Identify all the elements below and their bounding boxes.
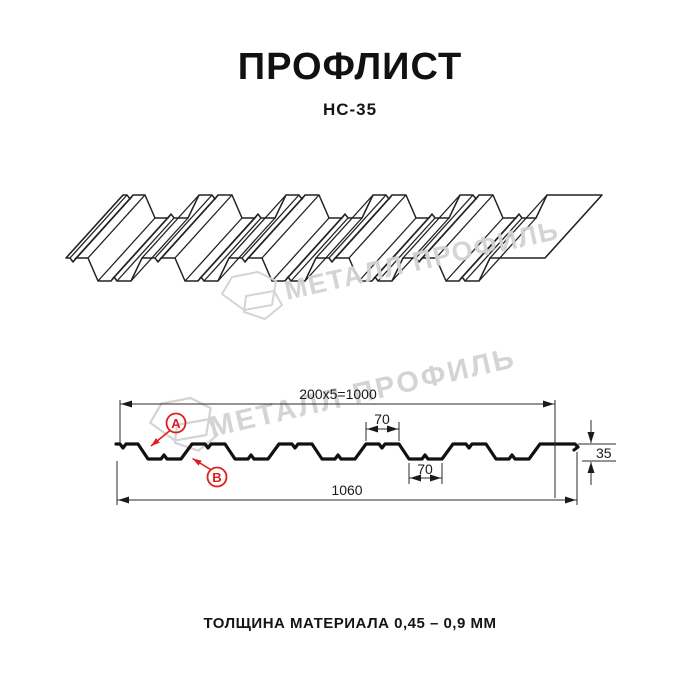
dimension-labels: 200x5=1000 1060 70 70 35 [299, 386, 612, 498]
dim-label-trough: 70 [417, 461, 433, 477]
marker-a-circle [165, 412, 187, 434]
page-title: ПРОФЛИСТ [237, 46, 463, 88]
dim-label-length: 200x5=1000 [299, 386, 377, 402]
material-thickness-note: ТОЛЩИНА МАТЕРИАЛА 0,45 – 0,9 ММ [203, 615, 497, 632]
profile-model-label: НС-35 [322, 100, 378, 119]
callout-markers: А В [150, 412, 228, 488]
marker-a-arrow [150, 429, 171, 447]
metall-profil-logo [221, 271, 283, 320]
dim-label-crest: 70 [374, 411, 390, 427]
sheet-3d-view [65, 194, 603, 282]
dim-label-height: 35 [596, 445, 612, 461]
marker-b-label: В [212, 470, 221, 485]
marker-b-arrow [192, 457, 211, 471]
metall-profil-logo [149, 396, 219, 452]
dimension-lines [116, 400, 616, 505]
cross-section-profile [114, 442, 580, 461]
marker-b-circle [206, 466, 228, 488]
dim-label-width: 1060 [331, 482, 362, 498]
marker-a-label: А [171, 416, 181, 431]
